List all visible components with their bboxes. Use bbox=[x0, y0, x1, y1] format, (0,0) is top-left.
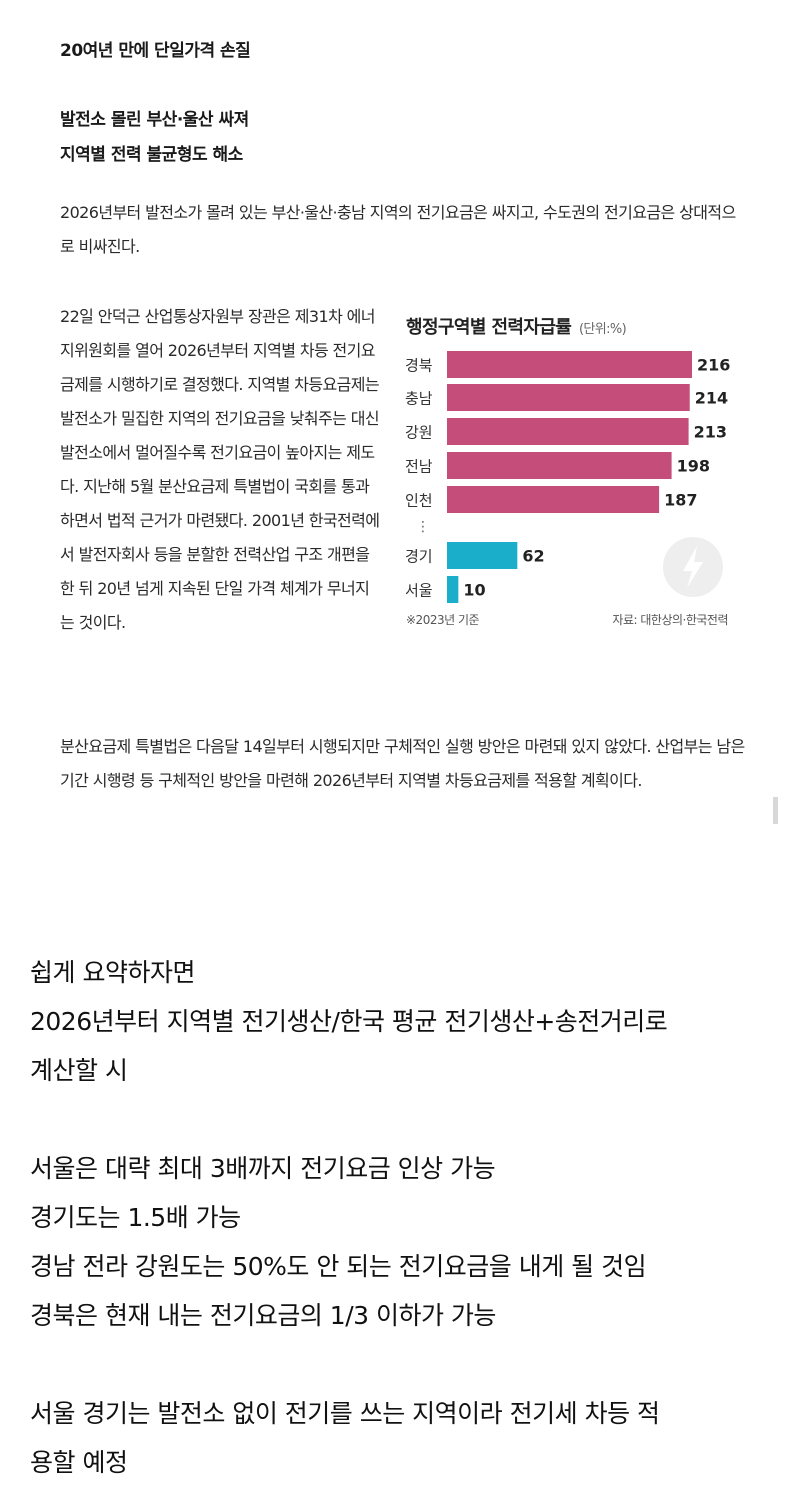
chart-title: 행정구역별 전력자급률 (단위:%) bbox=[406, 313, 627, 339]
bar bbox=[447, 576, 459, 603]
summary-line: 경남 전라 강원도는 50%도 안 되는 전기요금을 내게 될 것임 bbox=[30, 1252, 647, 1281]
chart-source: 자료: 대한상의·한국전력 bbox=[612, 613, 728, 627]
bar bbox=[447, 384, 690, 411]
data-label: 214 bbox=[695, 389, 728, 408]
category-label: 인천 bbox=[405, 492, 433, 510]
summary-spacer bbox=[30, 1340, 780, 1389]
summary-line: 용할 예정 bbox=[30, 1448, 128, 1477]
data-label: 216 bbox=[697, 356, 730, 375]
data-label: 213 bbox=[694, 423, 727, 442]
bar bbox=[447, 418, 689, 445]
article-image: 20여년 만에 단일가격 손질 발전소 몰린 부산·울산 싸져 지역별 전력 불… bbox=[60, 41, 750, 790]
summary-line: 계산할 시 bbox=[30, 1056, 128, 1085]
chart-unit: (단위:%) bbox=[578, 322, 627, 337]
summary-line: 2026년부터 지역별 전기생산/한국 평균 전기생산+송전거리로 bbox=[30, 1007, 668, 1036]
summary-line: 경북은 현재 내는 전기요금의 1/3 이하가 가능 bbox=[30, 1301, 496, 1330]
data-label: 198 bbox=[677, 457, 710, 476]
gap-marker: ⋮ bbox=[416, 519, 430, 535]
category-label: 전남 bbox=[405, 458, 433, 476]
bar bbox=[447, 452, 672, 479]
summary-line: 쉽게 요약하자면 bbox=[30, 958, 195, 987]
category-label: 경북 bbox=[405, 357, 433, 375]
category-label: 충남 bbox=[405, 390, 433, 408]
chart-note: ※2023년 기준 bbox=[406, 613, 480, 627]
scrollbar-thumb[interactable] bbox=[773, 797, 778, 824]
data-label: 10 bbox=[463, 581, 485, 600]
data-label: 187 bbox=[664, 491, 697, 510]
bar bbox=[447, 542, 518, 569]
category-label: 강원 bbox=[405, 424, 433, 442]
chart-title-text: 행정구역별 전력자급률 bbox=[406, 317, 572, 338]
article-paragraph: 22일 안덕근 산업통상자원부 장관은 제31차 에너지위원회를 열어 2026… bbox=[60, 307, 380, 632]
bar bbox=[447, 486, 660, 513]
category-label: 서울 bbox=[405, 582, 433, 600]
article-subheading: 20여년 만에 단일가격 손질 bbox=[60, 41, 251, 61]
article-subheading: 발전소 몰린 부산·울산 싸져 bbox=[60, 110, 249, 130]
power-self-sufficiency-chart: 행정구역별 전력자급률 (단위:%) 경북 216 충남 214 강원 213 전남 198 인… bbox=[400, 305, 750, 635]
summary-line: 서울은 대략 최대 3배까지 전기요금 인상 가능 bbox=[30, 1154, 496, 1183]
summary-spacer bbox=[30, 1095, 780, 1144]
bar bbox=[447, 351, 692, 378]
summary-line: 서울 경기는 발전소 없이 전기를 쓰는 지역이라 전기세 차등 적 bbox=[30, 1399, 660, 1428]
article-paragraph: 분산요금제 특별법은 다음달 14일부터 시행되지만 구체적인 실행 방안은 마… bbox=[60, 737, 745, 790]
summary-text: 쉽게 요약하자면 2026년부터 지역별 전기생산/한국 평균 전기생산+송전거리… bbox=[30, 948, 780, 1487]
article-paragraph: 2026년부터 발전소가 몰려 있는 부산·울산·충남 지역의 전기요금은 싸지… bbox=[60, 203, 736, 256]
lightning-icon bbox=[683, 546, 703, 588]
category-label: 경기 bbox=[405, 548, 433, 566]
data-label: 62 bbox=[522, 547, 544, 566]
summary-line: 경기도는 1.5배 가능 bbox=[30, 1203, 241, 1232]
chart-plot: 경북 216 충남 214 강원 213 전남 198 인천 187 경기 62 서울 10 ⋮ bbox=[405, 351, 730, 603]
article-subheading: 지역별 전력 불균형도 해소 bbox=[60, 145, 243, 165]
